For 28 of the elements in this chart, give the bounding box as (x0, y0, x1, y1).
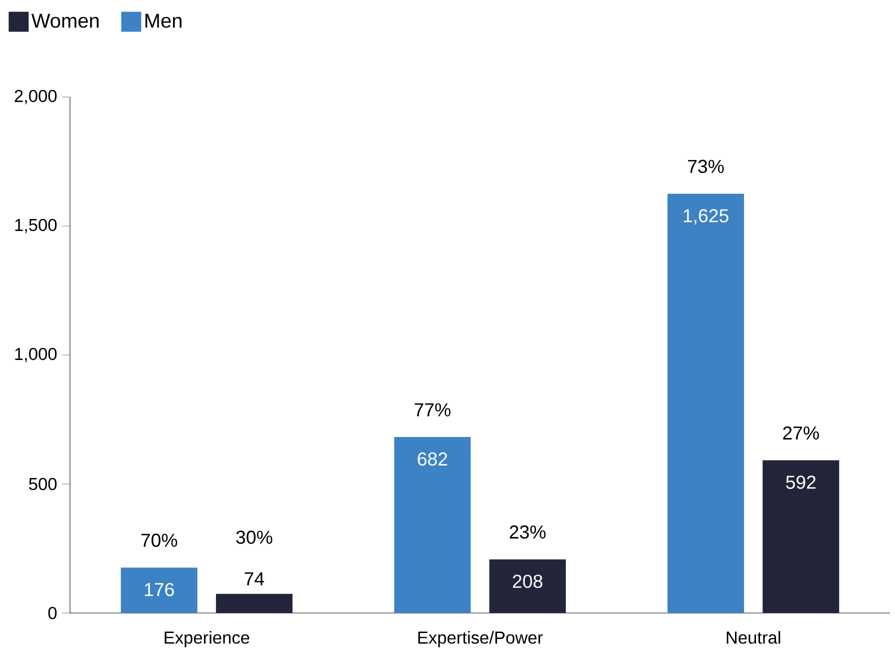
annotation: 27% (783, 426, 819, 440)
annotation: 77% (414, 403, 450, 416)
annotation: 30% (236, 530, 272, 544)
legend-label: Women (31, 14, 99, 28)
bar (762, 460, 840, 613)
data-label: 592 (786, 476, 816, 489)
y-tick-label: 500 (29, 478, 57, 490)
bar (394, 437, 471, 613)
x-tick-label: Expertise/Power (418, 631, 543, 648)
data-label: 176 (144, 582, 174, 596)
bar (216, 594, 292, 613)
data-label: 74 (244, 572, 264, 586)
bar (120, 568, 198, 613)
y-tick-label: 0 (48, 606, 57, 620)
data-label: 682 (418, 452, 448, 466)
x-tick-label: Experience (164, 631, 250, 648)
y-tick-label: 1,000 (15, 348, 57, 362)
legend-label: Men (146, 14, 182, 28)
y-tick-label: 2,000 (14, 90, 57, 104)
bar (668, 194, 744, 613)
annotation: 73% (688, 160, 724, 174)
x-tick-label: Neutral (726, 631, 780, 644)
data-label: 1,625 (684, 209, 728, 225)
y-tick-label: 1,500 (15, 218, 57, 234)
annotation: 70% (141, 534, 178, 547)
annotation: 23% (510, 525, 546, 539)
bar (489, 559, 566, 613)
data-label: 208 (512, 574, 542, 588)
